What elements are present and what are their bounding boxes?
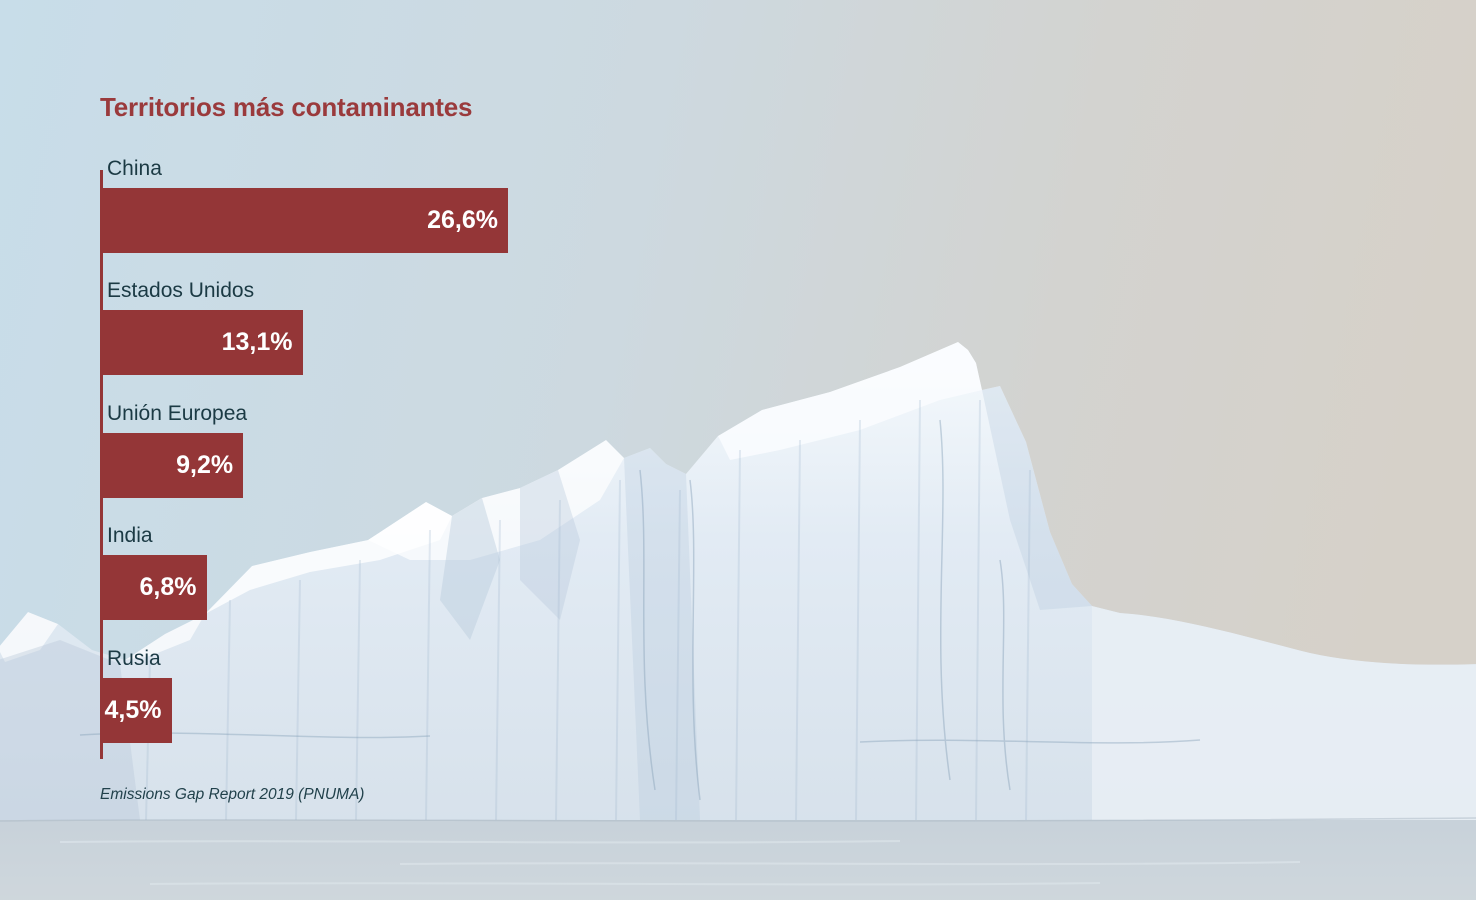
y-axis-line [100,170,103,759]
bar-label: Rusia [107,647,161,670]
bar: 6,8% [103,555,207,620]
bar-row: Rusia 4,5% [100,646,172,743]
bar: 26,6% [103,188,508,253]
bar-value: 9,2% [176,451,234,479]
bar-row: India 6,8% [100,523,207,620]
chart-title: Territorios más contaminantes [100,92,473,122]
bar-value: 4,5% [104,696,162,724]
bar: 13,1% [103,310,303,375]
bar-label: India [107,524,153,547]
bar-row: Estados Unidos 13,1% [100,278,303,375]
bar-value: 26,6% [427,206,498,234]
bar: 4,5% [103,678,172,743]
bar-label: Estados Unidos [107,279,255,302]
bar: 9,2% [103,433,244,498]
bar-value: 13,1% [221,328,293,356]
bar-value: 6,8% [139,573,197,601]
bar-label: Unión Europea [107,402,248,425]
bar-row: China 26,6% [100,156,508,253]
source-note: Emissions Gap Report 2019 (PNUMA) [100,786,365,803]
bar-row: Unión Europea 9,2% [100,401,247,498]
bar-label: China [107,157,162,180]
